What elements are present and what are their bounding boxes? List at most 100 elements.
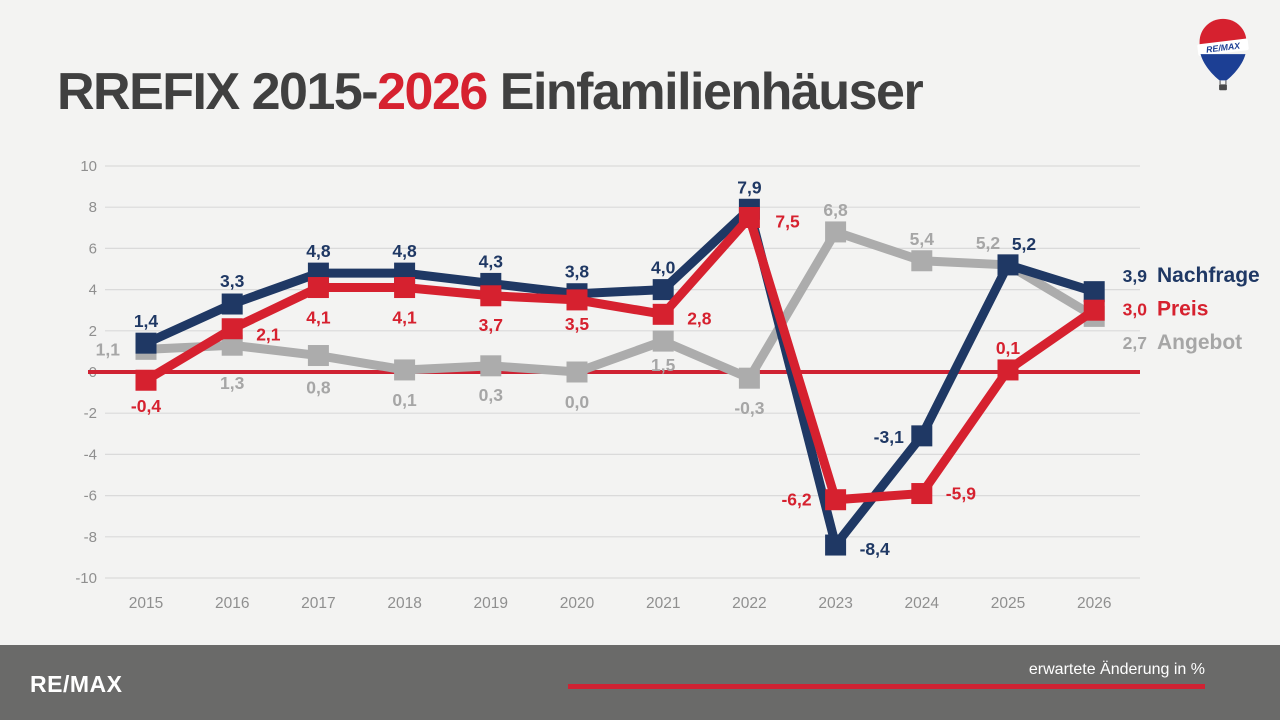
data-label: 2,1	[256, 325, 281, 345]
legend-series-name: Preis	[1157, 298, 1208, 321]
data-label: 0,1	[996, 338, 1021, 358]
balloon-bottom-blue	[1200, 54, 1246, 81]
x-tick-label: 2016	[215, 595, 249, 612]
x-tick-label: 2019	[474, 595, 508, 612]
y-tick-label: 10	[80, 158, 97, 175]
y-tick-label: -4	[84, 446, 97, 463]
x-tick-label: 2026	[1077, 595, 1111, 612]
data-point-marker	[394, 359, 416, 381]
data-point-marker	[738, 207, 760, 228]
data-label: 6,8	[823, 200, 848, 220]
data-label: 4,1	[392, 308, 417, 328]
data-point-marker	[652, 303, 674, 325]
y-tick-label: -8	[84, 529, 97, 546]
data-point-marker	[1083, 299, 1105, 321]
series-preis	[135, 207, 1105, 511]
series-line-angebot	[145, 226, 1097, 384]
footer-caption: erwartete Änderung in %	[1028, 661, 1205, 678]
x-tick-label: 2021	[646, 595, 680, 612]
data-label: 5,2	[976, 233, 1001, 253]
x-tick-label: 2017	[301, 595, 335, 612]
data-point-marker	[911, 425, 933, 447]
x-tick-label: 2020	[560, 595, 595, 612]
footer-bar: RE/MAX erwartete Änderung in %	[0, 645, 1280, 720]
data-label: 3,7	[479, 315, 503, 335]
y-tick-label: -10	[75, 570, 97, 587]
data-point-marker	[221, 334, 243, 356]
title-highlight-year: 2026	[377, 63, 488, 121]
data-label: 4,0	[651, 258, 676, 278]
data-label: 3,8	[565, 262, 590, 282]
data-label: 2,8	[687, 308, 712, 328]
data-label: 0,3	[479, 385, 504, 405]
x-tick-label: 2023	[818, 595, 852, 612]
data-label: 4,8	[392, 241, 417, 261]
x-tick-label: 2018	[387, 595, 421, 612]
y-tick-label: 6	[89, 240, 97, 257]
page-title: RREFIX 2015-2026 Einfamilienhäuser	[57, 62, 924, 122]
data-label: 7,5	[775, 212, 800, 232]
balloon-basket	[1219, 84, 1227, 91]
series-line-nachfrage	[144, 200, 1096, 555]
title-suffix: Einfamilienhäuser	[486, 63, 924, 121]
data-point-marker	[480, 355, 502, 377]
footer-red-divider	[568, 684, 1205, 689]
data-label: -8,4	[860, 539, 890, 559]
y-tick-label: -6	[84, 488, 97, 505]
data-point-marker	[221, 318, 243, 340]
balloon-top-red	[1199, 18, 1247, 46]
legend-last-value: 3,9	[1123, 266, 1148, 286]
data-point-marker	[911, 483, 933, 505]
data-label: 1,1	[96, 339, 121, 359]
data-label: 5,4	[910, 229, 935, 249]
data-label: -0,3	[734, 398, 764, 418]
data-point-marker	[307, 277, 329, 299]
data-point-marker	[911, 250, 933, 272]
data-point-marker	[307, 345, 329, 367]
data-point-marker	[566, 361, 588, 383]
data-point-marker	[135, 369, 157, 391]
data-label: -0,4	[131, 396, 161, 416]
data-point-marker	[825, 534, 847, 556]
data-labels-nachfrage: 1,4 3,3 4,8 4,8 4,3 3,8 4,0 7,9 -8,4 -3,1 5,2	[134, 177, 1037, 559]
data-labels-angebot: 1,1 1,3 0,8 0,1 0,3 0,0 1,5 -0,3 6,8 5,4 5,2	[96, 200, 1001, 418]
legend-last-value: 3,0	[1123, 300, 1148, 320]
data-point-marker	[997, 359, 1019, 381]
data-point-marker	[652, 330, 674, 352]
series-line-preis	[143, 208, 1097, 505]
data-label: -3,1	[874, 427, 904, 447]
data-labels-preis: -0,4 2,1 4,1 4,1 3,7 3,5 2,8 7,5 -6,2 -5,9 0,1	[131, 212, 1021, 510]
data-point-marker	[997, 254, 1019, 276]
data-point-marker	[825, 489, 847, 511]
x-tick-label: 2025	[991, 595, 1025, 612]
title-prefix: RREFIX 2015-	[57, 63, 379, 121]
data-point-marker	[394, 277, 416, 299]
data-label: 4,1	[306, 308, 331, 328]
x-tick-label: 2024	[905, 595, 940, 612]
data-label: 0,8	[306, 378, 331, 398]
data-label: 1,4	[134, 311, 159, 331]
x-tick-label: 2022	[732, 595, 766, 612]
remax-balloon-logo: RE/MAX	[1197, 18, 1249, 91]
data-label: -5,9	[946, 484, 976, 504]
data-label: 0,0	[565, 392, 590, 412]
data-label: 4,3	[479, 251, 504, 271]
data-label: 5,2	[1012, 234, 1037, 254]
y-tick-label: 2	[89, 323, 97, 340]
legend-last-value: 2,7	[1123, 333, 1147, 353]
x-tick-label: 2015	[129, 595, 163, 612]
data-label: 0,1	[392, 390, 417, 410]
data-label: 7,9	[737, 177, 762, 197]
balloon-band	[1197, 38, 1249, 56]
data-label: 3,5	[565, 314, 590, 334]
y-tick-label: 4	[89, 282, 97, 299]
data-label: 4,8	[306, 241, 331, 261]
legend-series-name: Nachfrage	[1157, 264, 1260, 287]
data-point-marker	[135, 332, 157, 354]
legend-series-name: Angebot	[1157, 331, 1242, 354]
y-tick-label: -2	[84, 405, 97, 422]
data-point-marker	[221, 293, 243, 315]
data-point-marker	[480, 285, 502, 307]
